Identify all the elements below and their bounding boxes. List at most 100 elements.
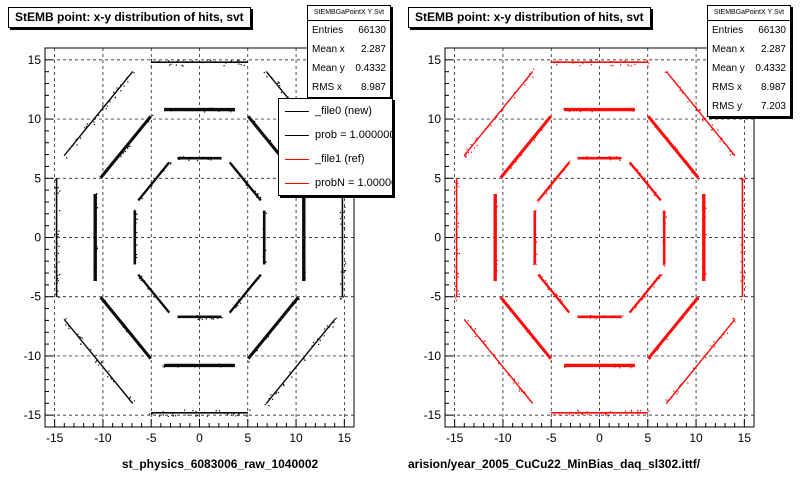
hit-point [705, 207, 707, 209]
hit-point [743, 208, 745, 210]
hit-point [57, 186, 59, 189]
hit-point [259, 196, 262, 199]
hit-point [744, 272, 746, 274]
hit-point [740, 280, 742, 282]
hit-point [501, 111, 503, 113]
hit-point [695, 298, 697, 300]
ladder-segment [137, 161, 171, 202]
hit-point [262, 228, 264, 230]
hit-point [237, 414, 239, 417]
hit-point [473, 147, 476, 149]
hit-point [172, 412, 174, 415]
hit-point [185, 61, 187, 63]
hit-point [154, 296, 156, 298]
hit-point [229, 61, 231, 63]
hit-point [586, 411, 588, 413]
hit-point [581, 413, 584, 415]
hit-point [271, 77, 273, 79]
hit-point [673, 390, 675, 392]
hit-point [56, 270, 58, 273]
stats-row-mean-y: Mean y 0.4332 [312, 63, 386, 74]
hit-point [501, 177, 503, 179]
hit-point [344, 269, 346, 272]
hit-point [633, 109, 635, 111]
hit-point [703, 258, 705, 260]
hit-point [510, 167, 513, 169]
hit-point [634, 63, 636, 66]
hit-point [178, 316, 181, 318]
hit-point [57, 274, 59, 277]
hit-point [528, 329, 530, 331]
hit-point [108, 167, 111, 169]
hit-point [643, 177, 646, 179]
hit-point [169, 365, 172, 367]
hit-point [621, 365, 623, 367]
hit-point [334, 318, 336, 320]
hit-point [664, 222, 666, 224]
hit-point [520, 390, 522, 392]
hit-point [744, 214, 747, 216]
hit-point [115, 316, 117, 318]
hit-point [680, 383, 682, 386]
hit-point [287, 96, 289, 98]
hit-point [507, 304, 510, 306]
hit-point [741, 230, 743, 232]
left-chart-title: StEMB point: x-y distribution of hits, s… [8, 7, 251, 28]
hit-point [631, 65, 633, 67]
hit-point [612, 65, 614, 67]
hit-point [458, 252, 461, 255]
hit-point [620, 108, 622, 110]
hit-point [553, 414, 555, 416]
y-tick-label: 10 [428, 112, 442, 126]
hit-point [513, 382, 515, 384]
hit-point [263, 259, 265, 261]
y-tick-label: -15 [24, 408, 42, 422]
hit-point [197, 414, 199, 417]
hit-point [610, 65, 612, 67]
hit-point [561, 300, 563, 302]
hit-point [568, 413, 571, 416]
stats-row-rms-y: RMS y 7.203 [712, 101, 786, 112]
hit-point [216, 364, 218, 366]
hit-point [291, 376, 293, 378]
hit-point [278, 82, 280, 84]
hit-point [311, 345, 313, 347]
hit-point [326, 325, 328, 327]
hit-point [92, 354, 94, 356]
hit-point [270, 394, 272, 396]
hit-point [55, 255, 57, 257]
hit-point [135, 236, 137, 238]
hit-point [249, 187, 251, 189]
hit-point [710, 345, 712, 347]
hit-point [120, 90, 122, 92]
hit-point [344, 261, 346, 263]
hit-point [139, 130, 141, 132]
hit-point [509, 310, 511, 312]
hit-point [587, 158, 589, 160]
hit-point [703, 119, 706, 121]
hit-point [65, 318, 67, 320]
hit-point [319, 339, 321, 342]
hit-point [493, 214, 496, 216]
hit-point [225, 62, 227, 64]
hit-point [165, 165, 167, 167]
hit-point [529, 73, 531, 75]
hit-point [515, 161, 517, 163]
hit-point [127, 81, 129, 83]
hit-point [128, 142, 131, 144]
hit-point [65, 157, 68, 159]
hit-point [182, 156, 185, 158]
hit-point [343, 236, 345, 239]
hit-point [648, 410, 650, 412]
hit-point [101, 105, 104, 107]
hit-point [729, 154, 732, 156]
hit-point [741, 199, 743, 201]
legend-entry-file1: _file1 (ref) [279, 147, 392, 171]
hit-point [199, 317, 201, 319]
hit-point [227, 110, 229, 112]
hit-point [630, 411, 633, 413]
hit-point [109, 101, 111, 103]
hit-point [609, 156, 611, 158]
hit-point [140, 279, 142, 281]
ladder-segment [265, 318, 336, 405]
